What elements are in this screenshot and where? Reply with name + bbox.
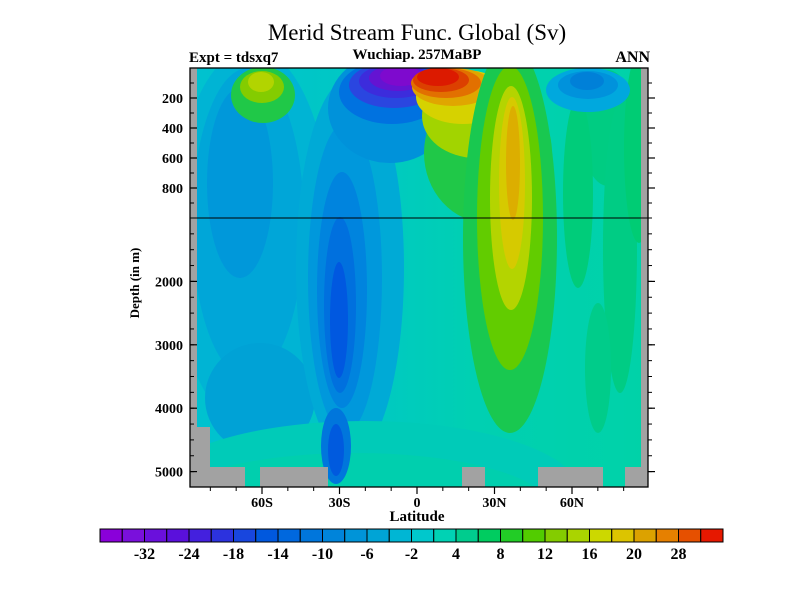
x-tick-label: 30S — [329, 496, 351, 511]
season-label: ANN — [615, 49, 650, 66]
colorbar-segment — [144, 528, 168, 543]
colorbar-tick-label: 20 — [626, 546, 642, 563]
colorbar-tick-label: 12 — [537, 546, 553, 563]
colorbar-segment — [611, 528, 635, 543]
colorbar-segment — [322, 528, 346, 543]
colorbar-segment — [344, 528, 368, 543]
colorbar-segment — [589, 528, 613, 543]
colorbar-segment — [366, 528, 390, 543]
colorbar-tick-label: 8 — [497, 546, 505, 563]
x-tick-label: 0 — [414, 496, 421, 511]
y-tick-label: 4000 — [155, 402, 183, 417]
axes: 60S 30S 0 30N 60N 200 400 600 800 2000 3000 4000 500… — [155, 82, 655, 511]
experiment-label: Expt = tdsxq7 — [189, 50, 279, 66]
colorbar-tick-label: -10 — [312, 546, 333, 563]
colorbar-segment — [233, 528, 257, 543]
x-tick-label: 60S — [251, 496, 273, 511]
colorbar-tick-label: 16 — [582, 546, 598, 563]
plot-frame — [189, 67, 649, 488]
bathymetry-mask — [190, 68, 648, 487]
colorbar-segment — [299, 528, 323, 543]
colorbar-segment — [566, 528, 590, 543]
colorbar-tick-label: -32 — [134, 546, 155, 563]
y-tick-label: 200 — [162, 92, 183, 107]
contour-field — [190, 68, 648, 487]
y-tick-label: 2000 — [155, 275, 183, 290]
colorbar-segment — [166, 528, 190, 543]
colorbar-segment — [522, 528, 546, 543]
colorbar-segment — [99, 528, 123, 543]
colorbar-segment — [188, 528, 212, 543]
colorbar-segment — [388, 528, 412, 543]
y-tick-label: 800 — [162, 182, 183, 197]
colorbar-segment — [433, 528, 457, 543]
y-tick-label: 5000 — [155, 466, 183, 481]
y-tick-label: 600 — [162, 152, 183, 167]
x-tick-label: 60N — [560, 496, 584, 511]
page-title: Merid Stream Func. Global (Sv) — [268, 20, 566, 45]
x-tick-label: 30N — [482, 496, 506, 511]
colorbar-tick-label: 4 — [452, 546, 460, 563]
colorbar-segment — [477, 528, 501, 543]
colorbar-segment — [277, 528, 301, 543]
y-axis-title: Depth (in m) — [127, 248, 142, 319]
x-axis-title: Latitude — [389, 509, 444, 525]
y-tick-label: 400 — [162, 122, 183, 137]
colorbar-segment — [210, 528, 234, 543]
colorbar-tick-label: 28 — [671, 546, 687, 563]
period-label: Wuchiap. 257MaBP — [353, 47, 482, 63]
colorbar-segment — [255, 528, 279, 543]
colorbar-segment — [633, 528, 657, 543]
colorbar-segment — [121, 528, 145, 543]
colorbar-segment — [700, 528, 724, 543]
colorbar-segment — [678, 528, 702, 543]
colorbar-segment — [411, 528, 435, 543]
colorbar-tick-label: -18 — [223, 546, 244, 563]
colorbar-tick-label: -14 — [267, 546, 288, 563]
colorbar: -32 -24 -18 -14 -10 -6 -2 4 8 12 16 20 28 — [99, 528, 724, 563]
colorbar-tick-label: -6 — [360, 546, 373, 563]
colorbar-segment — [655, 528, 679, 543]
colorbar-segment — [455, 528, 479, 543]
colorbar-segment — [500, 528, 524, 543]
colorbar-tick-label: -24 — [178, 546, 199, 563]
colorbar-tick-label: -2 — [405, 546, 418, 563]
colorbar-segment — [544, 528, 568, 543]
y-tick-label: 3000 — [155, 339, 183, 354]
